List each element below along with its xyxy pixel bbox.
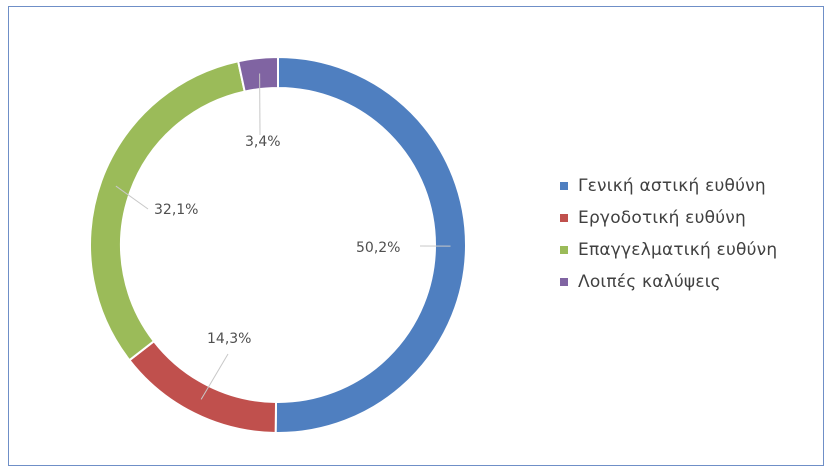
- data-label-employer-liability: 14,3%: [207, 331, 251, 347]
- data-label-general-liability: 50,2%: [356, 240, 400, 256]
- legend-swatch-employer-liability: [560, 214, 568, 222]
- legend-swatch-general-liability: [560, 182, 568, 190]
- legend-label-employer-liability: Εργοδοτική ευθύνη: [578, 208, 746, 228]
- legend-label-general-liability: Γενική αστική ευθύνη: [578, 176, 766, 196]
- chart-legend: Γενική αστική ευθύνη Εργοδοτική ευθύνη Ε…: [560, 171, 777, 299]
- legend-item-employer-liability: Εργοδοτική ευθύνη: [560, 203, 777, 233]
- donut-slices: [89, 55, 468, 434]
- leader-line-employer-liability: [200, 353, 229, 400]
- leader-line-professional-liability: [115, 185, 149, 210]
- legend-label-professional-liability: Επαγγελματική ευθύνη: [578, 240, 778, 260]
- legend-item-other-covers: Λοιπές καλύψεις: [560, 267, 777, 297]
- legend-swatch-professional-liability: [560, 246, 568, 254]
- legend-item-professional-liability: Επαγγελματική ευθύνη: [560, 235, 777, 265]
- legend-label-other-covers: Λοιπές καλύψεις: [578, 272, 721, 292]
- data-label-leaders: [115, 73, 451, 400]
- donut-slice-employer-liability: [128, 339, 278, 434]
- data-label-other-covers: 3,4%: [245, 134, 281, 150]
- chart-frame: [8, 6, 824, 466]
- legend-item-general-liability: Γενική αστική ευθύνη: [560, 171, 777, 201]
- donut-slice-other-covers: [236, 55, 279, 93]
- data-label-professional-liability: 32,1%: [154, 202, 198, 218]
- legend-swatch-other-covers: [560, 278, 568, 286]
